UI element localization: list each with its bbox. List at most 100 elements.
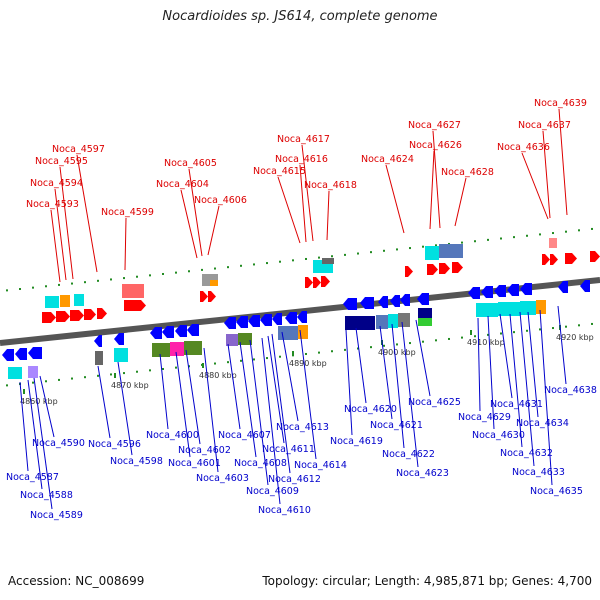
top-gene-leader — [180, 189, 198, 259]
top-gene-leader — [454, 177, 467, 227]
domain-box — [322, 258, 334, 264]
bottom-gene-label: Noca_4587 — [6, 472, 59, 483]
upper-tick — [32, 286, 34, 289]
top-gene-label: Noca_4624 — [361, 154, 414, 165]
domain-box — [298, 325, 308, 339]
reverse-gene-arrow — [272, 313, 282, 325]
domain-box — [238, 333, 252, 345]
reverse-gene-arrow — [507, 284, 519, 296]
reverse-gene-arrow — [520, 283, 532, 295]
bottom-gene-label: Noca_4629 — [458, 412, 511, 423]
bottom-gene-leader — [261, 337, 281, 505]
lower-tick — [214, 362, 216, 365]
scale-label: 4880 kbp — [199, 371, 237, 380]
top-gene-label: Noca_4615 — [253, 166, 306, 177]
upper-tick — [292, 259, 294, 262]
reverse-gene-arrow — [400, 294, 410, 306]
domain-box — [418, 318, 432, 326]
reverse-gene-arrow — [2, 349, 14, 361]
reverse-gene-arrow — [494, 285, 506, 297]
lower-tick — [71, 377, 73, 380]
domain-box — [74, 294, 84, 306]
lower-tick — [513, 331, 515, 334]
scale-label: 4860 kbp — [20, 397, 58, 406]
reverse-gene-arrow — [417, 293, 429, 305]
bottom-gene-leader — [27, 379, 43, 490]
reverse-gene-arrow — [285, 312, 297, 324]
scale-label: 4920 kbp — [556, 333, 594, 342]
bottom-gene-label: Noca_4600 — [146, 430, 199, 441]
top-gene-label: Noca_4606 — [194, 195, 247, 206]
upper-tick — [539, 233, 541, 236]
upper-tick — [266, 262, 268, 265]
upper-tick — [110, 278, 112, 281]
top-gene-label: Noca_4593 — [26, 199, 79, 210]
domain-box — [520, 301, 536, 315]
domain-box — [418, 308, 432, 318]
bottom-gene-label: Noca_4622 — [382, 449, 435, 460]
bottom-gene-label: Noca_4608 — [234, 458, 287, 469]
bottom-gene-leader — [239, 341, 257, 458]
lower-tick — [357, 347, 359, 350]
bottom-gene-leader — [281, 331, 299, 422]
upper-tick — [6, 289, 8, 292]
bottom-gene-label: Noca_4633 — [512, 467, 565, 478]
domain-box — [536, 300, 546, 314]
lower-tick — [578, 324, 580, 327]
lower-tick — [552, 327, 554, 330]
upper-tick — [227, 266, 229, 269]
upper-tick — [201, 268, 203, 271]
bottom-gene-label: Noca_4610 — [258, 505, 311, 516]
bottom-gene-label: Noca_4614 — [294, 460, 347, 471]
top-gene-leader — [277, 176, 301, 244]
bottom-gene-label: Noca_4596 — [88, 439, 141, 450]
upper-tick — [240, 264, 242, 267]
domain-box — [170, 342, 184, 356]
forward-gene-arrow — [321, 276, 330, 287]
top-gene-leader — [385, 164, 405, 234]
top-gene-leader — [188, 168, 203, 257]
upper-tick — [357, 252, 359, 255]
top-gene-leader — [521, 152, 549, 220]
lower-tick — [565, 325, 567, 328]
top-gene-leader — [558, 108, 568, 216]
reverse-gene-arrow — [390, 295, 400, 307]
upper-tick — [383, 249, 385, 252]
bottom-gene-label: Noca_4601 — [168, 458, 221, 469]
top-gene-label: Noca_4628 — [441, 167, 494, 178]
upper-tick — [279, 260, 281, 263]
lower-tick — [539, 328, 541, 331]
domain-box — [28, 366, 38, 378]
bottom-gene-leader — [185, 349, 201, 445]
upper-tick — [318, 256, 320, 259]
upper-tick — [396, 248, 398, 251]
bottom-gene-leader — [355, 327, 367, 404]
upper-tick — [162, 272, 164, 275]
forward-gene-arrow — [305, 277, 313, 288]
bottom-gene-label: Noca_4611 — [262, 444, 315, 455]
lower-tick — [344, 348, 346, 351]
top-gene-leader — [207, 205, 220, 256]
upper-tick — [253, 263, 255, 266]
top-gene-label: Noca_4639 — [534, 98, 587, 109]
reverse-gene-arrow — [162, 326, 174, 338]
upper-tick — [97, 279, 99, 282]
top-gene-label: Noca_4617 — [277, 134, 330, 145]
domain-box — [398, 313, 410, 327]
upper-tick — [448, 242, 450, 245]
bottom-gene-label: Noca_4620 — [344, 404, 397, 415]
bottom-gene-label: Noca_4602 — [178, 445, 231, 456]
top-gene-leader — [326, 190, 330, 241]
lower-tick — [240, 359, 242, 362]
forward-gene-arrow — [208, 291, 216, 302]
domain-box — [152, 343, 170, 357]
lower-tick — [188, 365, 190, 368]
top-gene-leader — [432, 130, 441, 229]
lower-tick — [84, 376, 86, 379]
lower-tick — [331, 350, 333, 353]
bottom-gene-leader — [527, 311, 539, 418]
lower-tick — [305, 352, 307, 355]
upper-tick — [19, 288, 21, 291]
accession-label: Accession: NC_008699 — [8, 574, 145, 588]
